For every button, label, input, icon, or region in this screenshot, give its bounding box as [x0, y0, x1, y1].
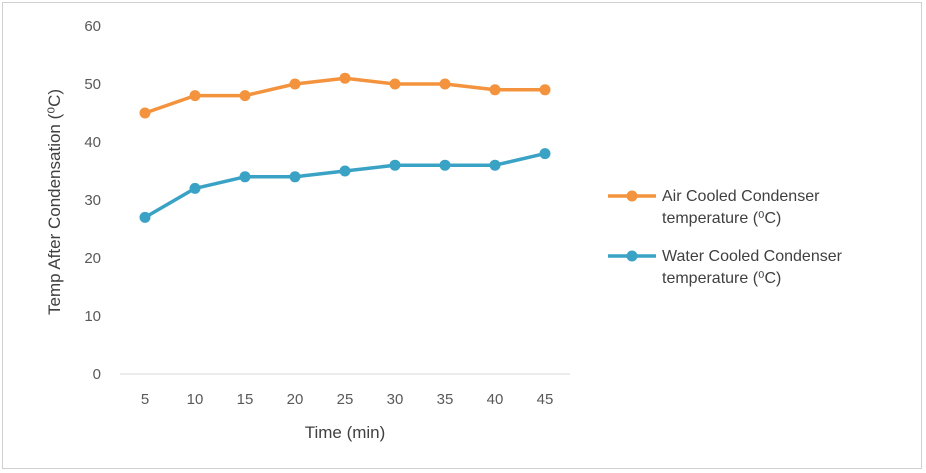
data-point [539, 84, 551, 96]
data-point [439, 78, 451, 90]
data-point [139, 107, 151, 119]
data-point [239, 90, 251, 102]
y-tick-label: 50 [84, 76, 101, 93]
x-tick-label: 5 [141, 391, 149, 408]
x-tick-label: 25 [337, 391, 354, 408]
data-point [289, 171, 301, 183]
y-tick-label: 10 [84, 308, 101, 325]
y-axis-ticks: 0 10 20 30 40 50 60 [84, 18, 101, 383]
y-tick-label: 20 [84, 250, 101, 267]
x-tick-label: 40 [487, 391, 504, 408]
x-tick-label: 10 [187, 391, 204, 408]
data-point [289, 78, 301, 90]
y-axis-title: Temp After Condensation (⁰C) [45, 89, 64, 315]
x-axis-ticks: 5 10 15 20 25 30 35 40 45 [141, 391, 554, 408]
legend-swatch-marker [626, 190, 638, 202]
series-line [144, 151, 546, 219]
data-point [189, 182, 201, 194]
data-point [389, 78, 401, 90]
data-point [389, 159, 401, 171]
data-point [239, 171, 251, 183]
x-tick-label: 45 [537, 391, 554, 408]
legend-label: Air Cooled Condenser [662, 188, 820, 205]
data-point [489, 84, 501, 96]
data-point [439, 159, 451, 171]
data-point [189, 90, 201, 102]
series-1 [139, 72, 551, 119]
x-tick-label: 35 [437, 391, 454, 408]
x-tick-label: 20 [287, 391, 304, 408]
series-2 [139, 148, 551, 223]
y-tick-label: 40 [84, 134, 101, 151]
data-point [489, 159, 501, 171]
legend-item-2: Water Cooled Condenser temperature (⁰C) [608, 248, 843, 287]
legend-label: Water Cooled Condenser [662, 248, 843, 265]
legend-swatch-marker [626, 250, 638, 262]
series-group [139, 72, 551, 223]
legend-item-1: Air Cooled Condenser temperature (⁰C) [608, 188, 820, 227]
legend-label: temperature (⁰C) [662, 210, 781, 227]
x-axis-title: Time (min) [305, 423, 386, 442]
data-point [139, 211, 151, 223]
data-point [339, 165, 351, 177]
data-point [539, 148, 551, 160]
x-tick-label: 30 [387, 391, 404, 408]
y-tick-label: 60 [84, 18, 101, 35]
y-tick-label: 0 [93, 366, 101, 383]
y-tick-label: 30 [84, 192, 101, 209]
legend-label: temperature (⁰C) [662, 270, 781, 287]
data-point [339, 72, 351, 84]
x-tick-label: 15 [237, 391, 254, 408]
